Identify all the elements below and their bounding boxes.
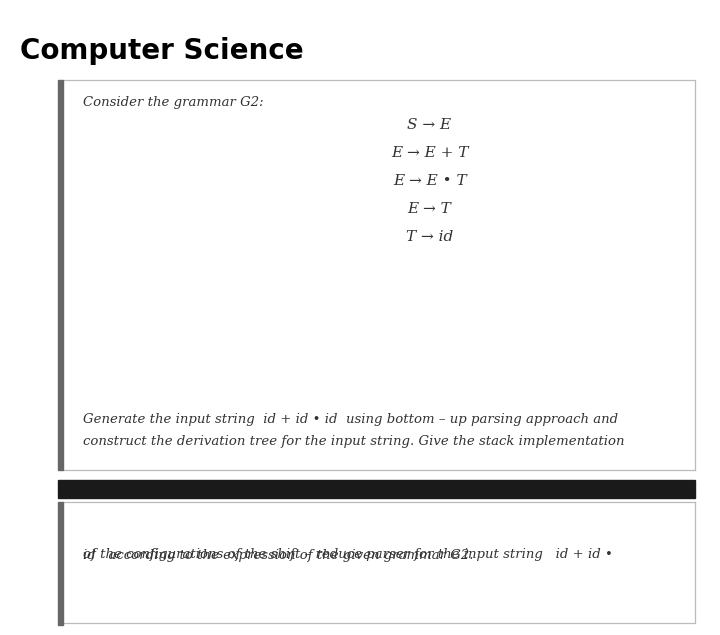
Text: id   according to the expression of the given grammar G2.: id according to the expression of the gi… bbox=[83, 549, 474, 562]
Text: E → E • T: E → E • T bbox=[392, 174, 467, 188]
Text: Computer Science: Computer Science bbox=[20, 37, 304, 65]
Bar bbox=[58, 502, 63, 625]
Bar bbox=[58, 480, 695, 498]
Text: construct the derivation tree for the input string. Give the stack implementatio: construct the derivation tree for the in… bbox=[83, 435, 624, 448]
Text: E → E + T: E → E + T bbox=[391, 146, 468, 160]
Text: E → T: E → T bbox=[408, 202, 451, 216]
Text: Generate the input string  id + id • id  using bottom – up parsing approach and: Generate the input string id + id • id u… bbox=[83, 413, 618, 426]
Text: S → E: S → E bbox=[408, 118, 451, 132]
Text: T → id: T → id bbox=[406, 230, 453, 244]
Bar bbox=[58, 80, 63, 470]
Text: of the configurations of the shift – reduce parser for the input string   id + i: of the configurations of the shift – red… bbox=[83, 548, 613, 561]
Text: Consider the grammar G2:: Consider the grammar G2: bbox=[83, 96, 264, 109]
